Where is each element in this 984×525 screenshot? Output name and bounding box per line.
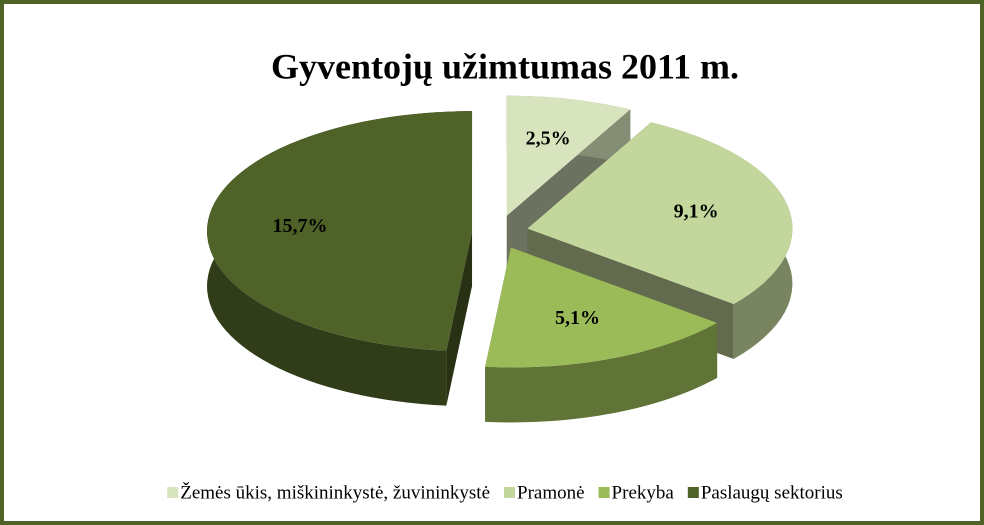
data-label: 5,1% [555,307,600,329]
slice [506,95,631,216]
slice-side [446,231,473,406]
data-label: 15,7% [272,215,327,237]
chart-title: Gyventojų užimtumas 2011 m. [271,46,739,86]
data-label: 2,5% [526,128,571,150]
legend-label: Prekyba [612,482,675,503]
slice [485,247,718,368]
data-label: 9,1% [674,200,719,222]
legend-swatch [598,487,610,498]
slice [527,122,793,304]
legend-label: Žemės ūkis, miškininkystė, žuvininkystė [180,481,490,503]
legend-label: Paslaugų sektorius [701,482,843,503]
legend-label: Pramonė [517,482,585,503]
legend-swatch [504,487,515,498]
legend-swatch [167,487,179,498]
legend-swatch [687,487,699,498]
slice-side [485,322,718,423]
slice [207,111,473,351]
